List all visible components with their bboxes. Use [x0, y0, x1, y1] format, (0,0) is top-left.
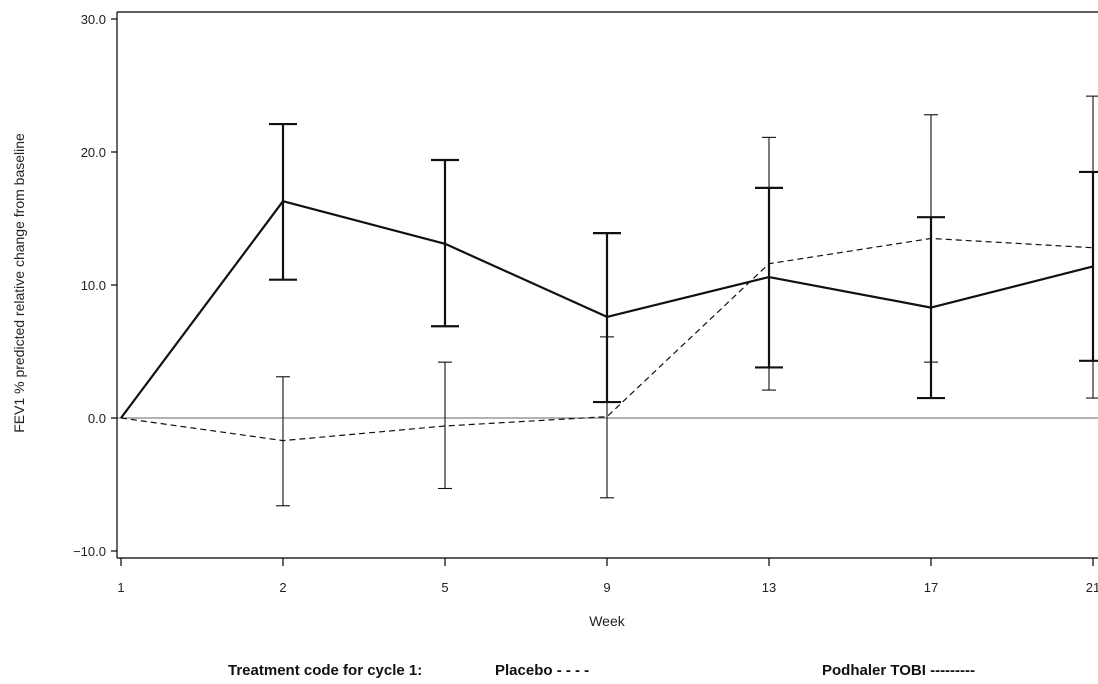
x-tick-label: 21	[1086, 580, 1098, 595]
x-tick-label: 1	[117, 580, 124, 595]
y-tick-label: −10.0	[73, 544, 106, 559]
x-tick-label: 17	[924, 580, 938, 595]
y-axis-ticks: −10.0 0.0 10.0 20.0 30.0	[73, 12, 117, 559]
x-axis-ticks: 1 2 5 9 13 17 21	[117, 558, 1098, 595]
x-tick-label: 2	[279, 580, 286, 595]
y-tick-label: 10.0	[81, 278, 106, 293]
legend-prefix: Treatment code for cycle 1:	[228, 662, 423, 679]
podhaler-tobi-line	[120, 200, 1094, 419]
x-tick-label: 13	[762, 580, 776, 595]
series-layer	[120, 95, 1098, 507]
legend-podhaler-tobi: Podhaler TOBI ---------	[822, 662, 976, 679]
x-tick-label: 5	[441, 580, 448, 595]
y-tick-label: 30.0	[81, 12, 106, 27]
x-tick-label: 9	[603, 580, 610, 595]
y-tick-label: 20.0	[81, 145, 106, 160]
y-tick-label: 0.0	[88, 411, 106, 426]
legend-placebo: Placebo - - - -	[495, 662, 590, 679]
x-axis-label: Week	[589, 613, 626, 629]
y-axis-label: FEV1 % predicted relative change from ba…	[11, 133, 27, 433]
